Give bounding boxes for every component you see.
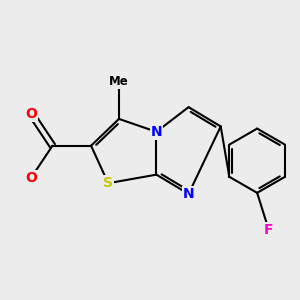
Text: S: S <box>103 176 113 190</box>
Text: F: F <box>264 224 274 237</box>
Text: O: O <box>25 171 37 185</box>
Text: O: O <box>25 106 37 121</box>
Text: N: N <box>151 125 162 139</box>
Text: Me: Me <box>109 75 129 88</box>
Text: N: N <box>183 187 194 201</box>
